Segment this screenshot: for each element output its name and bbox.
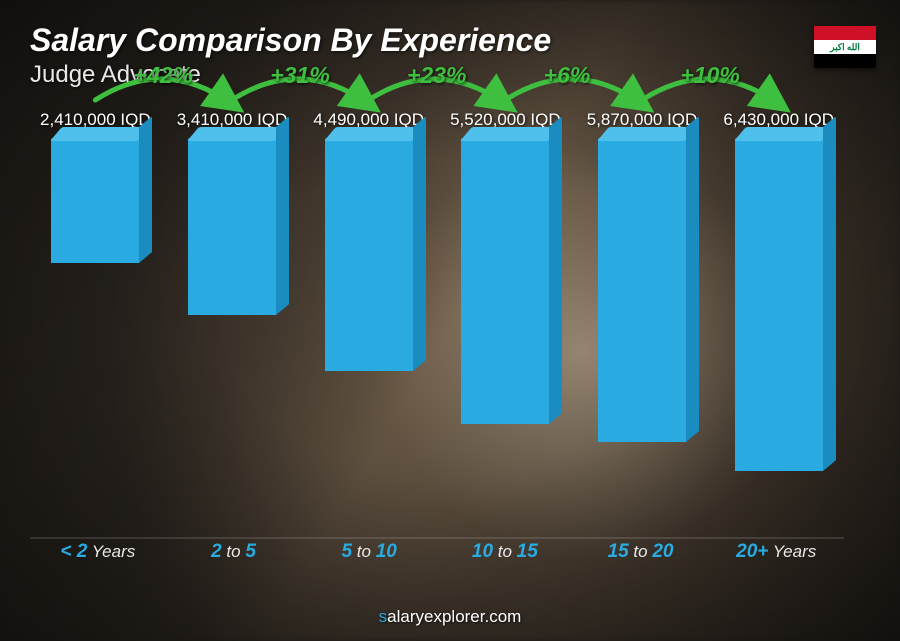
bar-side [139,116,152,263]
cat-num2: 10 [376,541,397,562]
bar [51,138,139,263]
cat-mid: to [629,542,653,561]
brand-initial: s [379,607,388,626]
bar [325,138,413,371]
cat-num2: 5 [245,541,256,562]
flag-stripe-bottom [814,54,876,68]
increase-percent: +6% [544,62,591,89]
bar [598,138,686,442]
bar-side [686,116,699,442]
bar-column: 5,520,000 IQD [440,110,571,537]
bar-column: 6,430,000 IQD [713,110,844,537]
bar-top [597,127,697,141]
bar-top [460,127,560,141]
cat-num: 15 [608,541,629,562]
brand-rest: alaryexplorer [387,607,484,626]
footer-brand: salaryexplorer.com [0,607,900,627]
cat-suffix: Years [768,542,816,561]
flag-script: الله اكبر [830,42,860,53]
bar [188,138,276,315]
category-label: < 2 Years [30,541,166,571]
flag-stripe-mid: الله اكبر [814,40,876,54]
flag-stripe-top [814,26,876,40]
cat-num2: 15 [517,541,538,562]
bar-top [187,127,287,141]
bar-column: 3,410,000 IQD [167,110,298,537]
cat-num: 10 [472,541,493,562]
bar-top [324,127,424,141]
bar-top [50,127,150,141]
cat-mid: to [493,542,517,561]
country-flag-iraq: الله اكبر [814,26,876,68]
bar-column: 4,490,000 IQD [303,110,434,537]
cat-num: 20+ [736,541,768,562]
cat-num: 2 [211,541,222,562]
bar-front [598,138,686,442]
bar-front [51,138,139,263]
bar-top [734,127,834,141]
category-label: 15 to 20 [573,541,709,571]
categories-row: < 2 Years2 to 55 to 1010 to 1515 to 2020… [30,541,844,571]
bar [461,138,549,424]
bar-side [549,116,562,424]
bar-front [461,138,549,424]
chart-title: Salary Comparison By Experience [30,22,551,59]
bar-front [735,138,823,471]
increase-percent: +31% [270,62,329,89]
content-layer: Salary Comparison By Experience Judge Ad… [0,0,900,641]
bar-column: 5,870,000 IQD [577,110,708,537]
bar-front [325,138,413,371]
chart-baseline [30,537,844,539]
category-label: 2 to 5 [166,541,302,571]
bar [735,138,823,471]
brand-tld: .com [484,607,521,626]
cat-num2: 20 [652,541,673,562]
cat-mid: to [222,542,246,561]
bars-container: 2,410,000 IQD3,410,000 IQD4,490,000 IQD5… [30,110,844,537]
increase-percent: +23% [407,62,466,89]
bar-side [276,116,289,315]
cat-prefix: < [60,541,76,562]
cat-suffix: Years [87,542,135,561]
category-label: 10 to 15 [437,541,573,571]
cat-num: 5 [342,541,353,562]
category-label: 5 to 10 [301,541,437,571]
increase-percent: +42% [134,62,193,89]
cat-num: 2 [77,541,88,562]
bar-front [188,138,276,315]
bar-side [823,116,836,471]
increase-percent: +10% [680,62,739,89]
bar-side [413,116,426,371]
category-label: 20+ Years [708,541,844,571]
cat-mid: to [352,542,376,561]
bar-chart: 2,410,000 IQD3,410,000 IQD4,490,000 IQD5… [30,110,844,571]
bar-column: 2,410,000 IQD [30,110,161,537]
